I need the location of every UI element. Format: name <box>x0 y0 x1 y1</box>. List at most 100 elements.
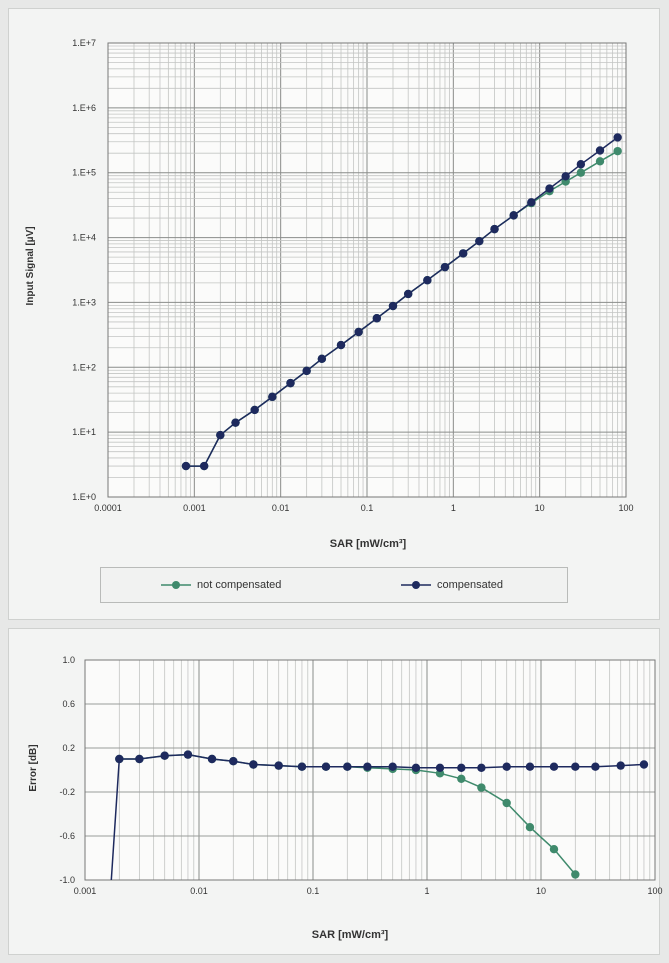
top-tick-labels: 0.0001 0.001 0.01 0.1 1 10 100 1.E+0 1.E+1 1.E+2 1… <box>72 38 633 513</box>
top-series-point-1 <box>231 418 240 427</box>
bottom-series-point-0 <box>525 823 535 832</box>
top-x-tick-label: 0.001 <box>183 503 206 513</box>
top-series-point-1 <box>545 184 554 193</box>
bottom-series <box>110 750 649 881</box>
top-series-point-1 <box>268 392 277 402</box>
top-series-point-0 <box>613 146 622 156</box>
legend: not compensated compensated <box>100 567 568 603</box>
bottom-series-point-1 <box>229 757 238 766</box>
bottom-x-tick-label: 0.001 <box>74 886 97 896</box>
top-y-tick-label: 1.E+6 <box>72 103 96 113</box>
input-signal-chart: 0.0001 0.001 0.01 0.1 1 10 100 1.E+0 1.E+1 1.E+2 1… <box>25 38 634 550</box>
bottom-series-point-1 <box>525 762 535 771</box>
top-series-point-1 <box>527 198 536 207</box>
top-series-point-1 <box>576 160 586 169</box>
bottom-series-point-1 <box>435 763 445 772</box>
bottom-series-point-0 <box>549 845 559 854</box>
bottom-series-point-1 <box>616 761 625 770</box>
bottom-series-point-1 <box>571 762 580 771</box>
legend-swatch-not-compensated <box>161 581 191 589</box>
top-plot-border <box>107 42 627 498</box>
bottom-series-point-1 <box>591 762 600 771</box>
top-series-point-1 <box>423 276 432 285</box>
top-series-point-1 <box>475 236 484 246</box>
bottom-series-point-1 <box>160 751 169 760</box>
top-y-axis-label: Input Signal [µV] <box>25 226 36 305</box>
bottom-x-tick-label: 100 <box>647 886 662 896</box>
bottom-series-point-1 <box>321 762 331 771</box>
bottom-series-point-1 <box>549 762 559 771</box>
bottom-series-point-1 <box>411 763 421 772</box>
top-series-point-1 <box>490 224 499 234</box>
top-y-tick-label: 1.E+4 <box>72 233 96 243</box>
top-series-point-1 <box>403 289 413 299</box>
bottom-y-tick-label: 0.2 <box>62 743 75 753</box>
bottom-tick-labels: 1.0 0.6 0.2 -0.2 -0.6 -1.00.001 0.01 0.1 1 10 100 <box>59 655 662 896</box>
top-y-tick-label: 1.E+7 <box>72 38 96 48</box>
bottom-series-point-1 <box>183 750 193 759</box>
bottom-series-point-1 <box>639 760 649 769</box>
top-y-tick-label: 1.E+2 <box>72 362 96 372</box>
top-series-point-1 <box>302 366 311 376</box>
top-series-point-1 <box>286 378 295 388</box>
legend-label-compensated: compensated <box>437 579 504 591</box>
top-series-point-1 <box>250 405 259 415</box>
bottom-series-point-1 <box>363 762 372 771</box>
bottom-series-point-0 <box>477 783 486 792</box>
bottom-y-tick-label: -0.6 <box>59 831 75 841</box>
bottom-y-tick-label: 0.6 <box>62 699 75 709</box>
bottom-series-point-0 <box>457 774 466 783</box>
bottom-series-point-0 <box>571 870 580 879</box>
top-x-tick-label: 100 <box>618 503 633 513</box>
top-series-point-1 <box>317 354 327 364</box>
bottom-y-tick-label: 1.0 <box>62 655 75 665</box>
top-series-point-1 <box>458 249 468 258</box>
top-y-tick-label: 1.E+5 <box>72 168 96 178</box>
top-grid <box>107 42 627 498</box>
bottom-plot-border <box>84 659 656 881</box>
bottom-series-point-1 <box>477 763 486 772</box>
top-x-tick-label: 0.01 <box>272 503 290 513</box>
top-series-point-1 <box>440 262 450 272</box>
top-series-point-1 <box>372 314 382 323</box>
bottom-x-tick-label: 0.1 <box>307 886 320 896</box>
bottom-y-axis-label: Error [dB] <box>28 744 39 791</box>
top-series-point-1 <box>388 301 398 311</box>
bottom-series-point-1 <box>115 754 124 764</box>
top-x-tick-label: 0.1 <box>361 503 374 513</box>
top-series-point-1 <box>613 133 622 142</box>
top-x-tick-label: 1 <box>451 503 456 513</box>
bottom-series-point-1 <box>297 762 307 771</box>
bottom-series-point-1 <box>249 760 258 769</box>
bottom-series-point-1 <box>343 762 352 771</box>
top-y-tick-label: 1.E+1 <box>72 427 96 437</box>
top-series-point-0 <box>576 168 586 177</box>
bottom-y-tick-label: -1.0 <box>59 875 75 885</box>
top-series-point-1 <box>354 327 363 337</box>
top-y-tick-label: 1.E+0 <box>72 492 96 502</box>
legend-item-compensated: compensated <box>401 568 503 602</box>
legend-item-not-compensated: not compensated <box>161 568 281 602</box>
top-x-tick-label: 10 <box>535 503 545 513</box>
top-series-point-0 <box>595 157 605 166</box>
bottom-series-point-1 <box>388 762 397 771</box>
bottom-series-point-1 <box>135 754 144 764</box>
legend-label-not-compensated: not compensated <box>197 579 282 591</box>
top-x-axis-label: SAR [mW/cm³] <box>330 538 407 550</box>
top-y-tick-label: 1.E+3 <box>72 297 96 307</box>
bottom-series-point-1 <box>274 761 283 770</box>
bottom-x-axis-label: SAR [mW/cm³] <box>312 929 389 941</box>
bottom-series-point-1 <box>457 763 466 772</box>
top-series-point-1 <box>561 172 570 181</box>
top-series-point-1 <box>199 461 209 471</box>
top-series-point-1 <box>595 146 605 155</box>
bottom-series-point-1 <box>207 754 217 764</box>
top-series <box>181 133 622 471</box>
top-x-tick-label: 0.0001 <box>94 503 122 513</box>
top-series-point-1 <box>336 340 346 350</box>
top-series-point-1 <box>181 461 191 471</box>
top-series-point-1 <box>509 211 518 220</box>
legend-swatch-compensated <box>401 581 431 589</box>
bottom-series-point-1 <box>502 762 511 771</box>
